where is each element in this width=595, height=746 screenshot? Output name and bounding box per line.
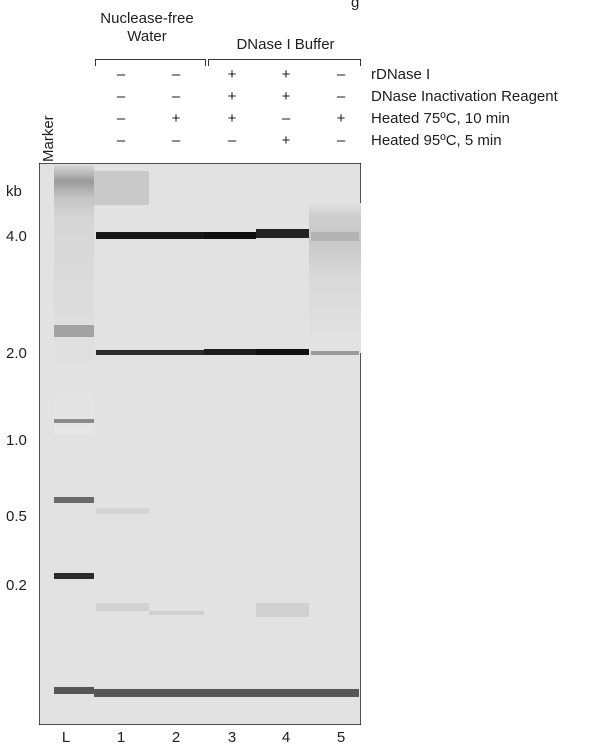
gel-electrophoresis-image	[39, 163, 361, 725]
marker-band-0-2kb	[54, 573, 94, 579]
condition-sign: –	[336, 66, 346, 83]
lane-label: 4	[281, 729, 291, 746]
lane-2-band-4kb	[149, 232, 204, 239]
bracket-buffer	[208, 59, 361, 66]
size-tick-0-5: 0.5	[6, 508, 27, 525]
marker-band-3kb	[54, 325, 94, 337]
condition-sign: –	[171, 66, 181, 83]
condition-sign: –	[336, 132, 346, 149]
lane-4-band-2kb	[256, 349, 309, 355]
lane-5-band-bottom	[309, 689, 359, 697]
marker-lane-smear	[54, 165, 94, 435]
title-fragment: g	[351, 0, 360, 11]
condition-sign: –	[281, 110, 291, 127]
lane-1-band-4kb	[96, 232, 149, 239]
condition-sign: –	[116, 66, 126, 83]
condition-sign: –	[227, 132, 237, 149]
lane-label: L	[61, 729, 71, 746]
lane-1-faint-1	[96, 508, 149, 514]
lane-1-band-bottom	[94, 689, 149, 697]
condition-label-rdnase: rDNase I	[371, 66, 431, 83]
group-label-dnase-buffer: DNase I Buffer	[236, 36, 335, 53]
group-label-line-1: Nuclease-free	[100, 10, 194, 27]
size-tick-0-2: 0.2	[6, 577, 27, 594]
marker-lane-label: Marker	[40, 115, 57, 162]
condition-sign: +	[227, 88, 237, 105]
condition-sign: +	[227, 110, 237, 127]
lane-label: 1	[116, 729, 126, 746]
lane-3-band-4kb	[204, 232, 256, 239]
bracket-water	[95, 59, 206, 66]
group-label-nuclease-free-water: Nuclease-free Water	[88, 10, 206, 46]
condition-sign: +	[281, 88, 291, 105]
size-axis-unit: kb	[6, 183, 22, 200]
condition-sign: –	[116, 110, 126, 127]
lane-1-band-2kb	[96, 350, 149, 355]
condition-label-heated-75: Heated 75ºC, 10 min	[371, 110, 510, 127]
condition-sign: –	[336, 88, 346, 105]
lane-5-band-4kb	[311, 232, 359, 241]
condition-sign: –	[171, 132, 181, 149]
lane-1-faint-2	[96, 603, 149, 611]
lane-2-band-bottom	[149, 689, 204, 697]
condition-sign: –	[116, 132, 126, 149]
lane-4-band-4kb	[256, 229, 309, 238]
lane-label: 5	[336, 729, 346, 746]
size-tick-2-0: 2.0	[6, 345, 27, 362]
condition-sign: +	[281, 132, 291, 149]
condition-label-heated-95: Heated 95ºC, 5 min	[371, 132, 502, 149]
size-tick-4-0: 4.0	[6, 228, 27, 245]
lane-3-band-2kb	[204, 349, 256, 355]
lane-3-band-bottom	[204, 689, 256, 697]
marker-band-1kb	[54, 419, 94, 423]
lane-label: 3	[227, 729, 237, 746]
marker-band-bottom	[54, 687, 94, 694]
lane-4-faint	[256, 603, 309, 617]
condition-sign: +	[171, 110, 181, 127]
lane-label: 2	[171, 729, 181, 746]
condition-sign: –	[116, 88, 126, 105]
lane-1-smear	[94, 171, 149, 205]
group-label-line-2: Water	[127, 28, 167, 45]
condition-sign: –	[171, 88, 181, 105]
lane-5-smear	[309, 203, 361, 353]
condition-sign: +	[336, 110, 346, 127]
lane-5-band-2kb	[311, 351, 359, 355]
condition-sign: +	[227, 66, 237, 83]
condition-label-inactivation-reagent: DNase Inactivation Reagent	[371, 88, 558, 105]
size-tick-1-0: 1.0	[6, 432, 27, 449]
marker-band-0-5kb	[54, 497, 94, 503]
lane-4-band-bottom	[256, 689, 309, 697]
condition-sign: +	[281, 66, 291, 83]
lane-2-faint	[149, 611, 204, 615]
lane-2-band-2kb	[149, 350, 204, 355]
